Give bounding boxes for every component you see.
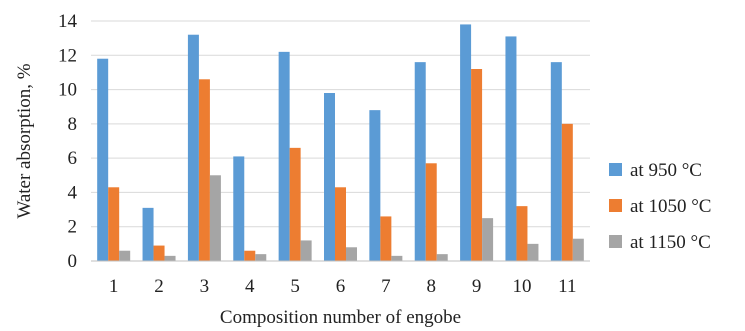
y-tick-label: 0 (68, 251, 78, 272)
bar-series-1-cat-6 (324, 93, 335, 261)
bar-series-1-cat-9 (460, 24, 472, 261)
bar-series-1-cat-2 (142, 207, 154, 261)
bar-series-1-cat-3 (187, 34, 199, 261)
bar-series-3-cat-9 (482, 218, 494, 261)
bar-series-1-cat-8 (414, 62, 426, 262)
legend-label: at 1050 °C (630, 196, 711, 217)
bar-series-3-cat-4 (255, 254, 267, 261)
y-tick-label: 6 (68, 148, 78, 169)
bar-series-2-cat-4 (244, 250, 256, 261)
bar-series-3-cat-8 (436, 254, 448, 261)
bar-series-2-cat-5 (289, 147, 301, 261)
y-tick-label: 2 (68, 217, 78, 238)
y-tick-label: 10 (58, 80, 77, 101)
bar-series-1-cat-7 (369, 110, 381, 262)
x-tick-label: 2 (154, 276, 164, 297)
y-tick-label: 14 (58, 11, 78, 32)
legend: at 950 °C at 1050 °C at 1150 °C (609, 160, 711, 253)
bar-series-3-cat-1 (119, 250, 131, 261)
legend-label: at 950 °C (630, 160, 702, 181)
bar-series-3-cat-7 (391, 255, 403, 261)
x-tick-label: 5 (290, 276, 300, 297)
x-tick-label: 6 (336, 276, 346, 297)
legend-label: at 1150 °C (630, 232, 711, 253)
bar-series-3-cat-6 (346, 247, 357, 261)
bar-series-2-cat-1 (108, 187, 120, 261)
x-tick-label: 10 (512, 276, 531, 297)
bar-series-3-cat-2 (164, 255, 176, 261)
bar-series-3-cat-10 (527, 243, 539, 261)
bar-series-2-cat-10 (516, 206, 528, 261)
bar-series-1-cat-10 (505, 36, 517, 261)
bar-series-3-cat-11 (572, 238, 584, 261)
bar-series-2-cat-9 (471, 69, 483, 261)
bar-series-1-cat-11 (550, 62, 562, 262)
x-axis-ticks: 1 2 3 4 5 6 7 8 9 10 11 (109, 276, 577, 297)
y-tick-label: 12 (58, 45, 77, 66)
x-tick-label: 1 (109, 276, 119, 297)
bar-series-3-cat-5 (300, 240, 312, 261)
bar-series-2-cat-3 (198, 79, 210, 262)
x-axis-label: Composition number of engobe (220, 307, 461, 328)
x-tick-label: 11 (558, 276, 576, 297)
legend-swatch (609, 199, 622, 212)
x-tick-label: 8 (426, 276, 436, 297)
bar-series-1-cat-5 (278, 51, 290, 261)
bar-series-1-cat-4 (233, 156, 245, 261)
bar-series-1-cat-1 (97, 58, 109, 261)
x-tick-label: 3 (200, 276, 210, 297)
bar-series-2-cat-6 (335, 187, 346, 261)
bar-series-2-cat-2 (153, 245, 165, 261)
bars (97, 24, 584, 262)
bar-series-3-cat-3 (209, 175, 221, 261)
y-axis-label: Water absorption, % (14, 63, 35, 218)
x-tick-label: 4 (245, 276, 255, 297)
y-tick-label: 8 (68, 114, 78, 135)
bar-series-2-cat-11 (561, 123, 573, 261)
y-axis-ticks: 0 2 4 6 8 10 12 14 (58, 11, 78, 272)
y-tick-label: 4 (68, 182, 78, 203)
bar-series-2-cat-8 (425, 163, 437, 261)
gridlines (91, 20, 590, 228)
x-tick-label: 7 (381, 276, 391, 297)
x-tick-label: 9 (472, 276, 482, 297)
legend-swatch (609, 235, 622, 248)
legend-swatch (609, 163, 622, 176)
bar-series-2-cat-7 (380, 216, 392, 261)
